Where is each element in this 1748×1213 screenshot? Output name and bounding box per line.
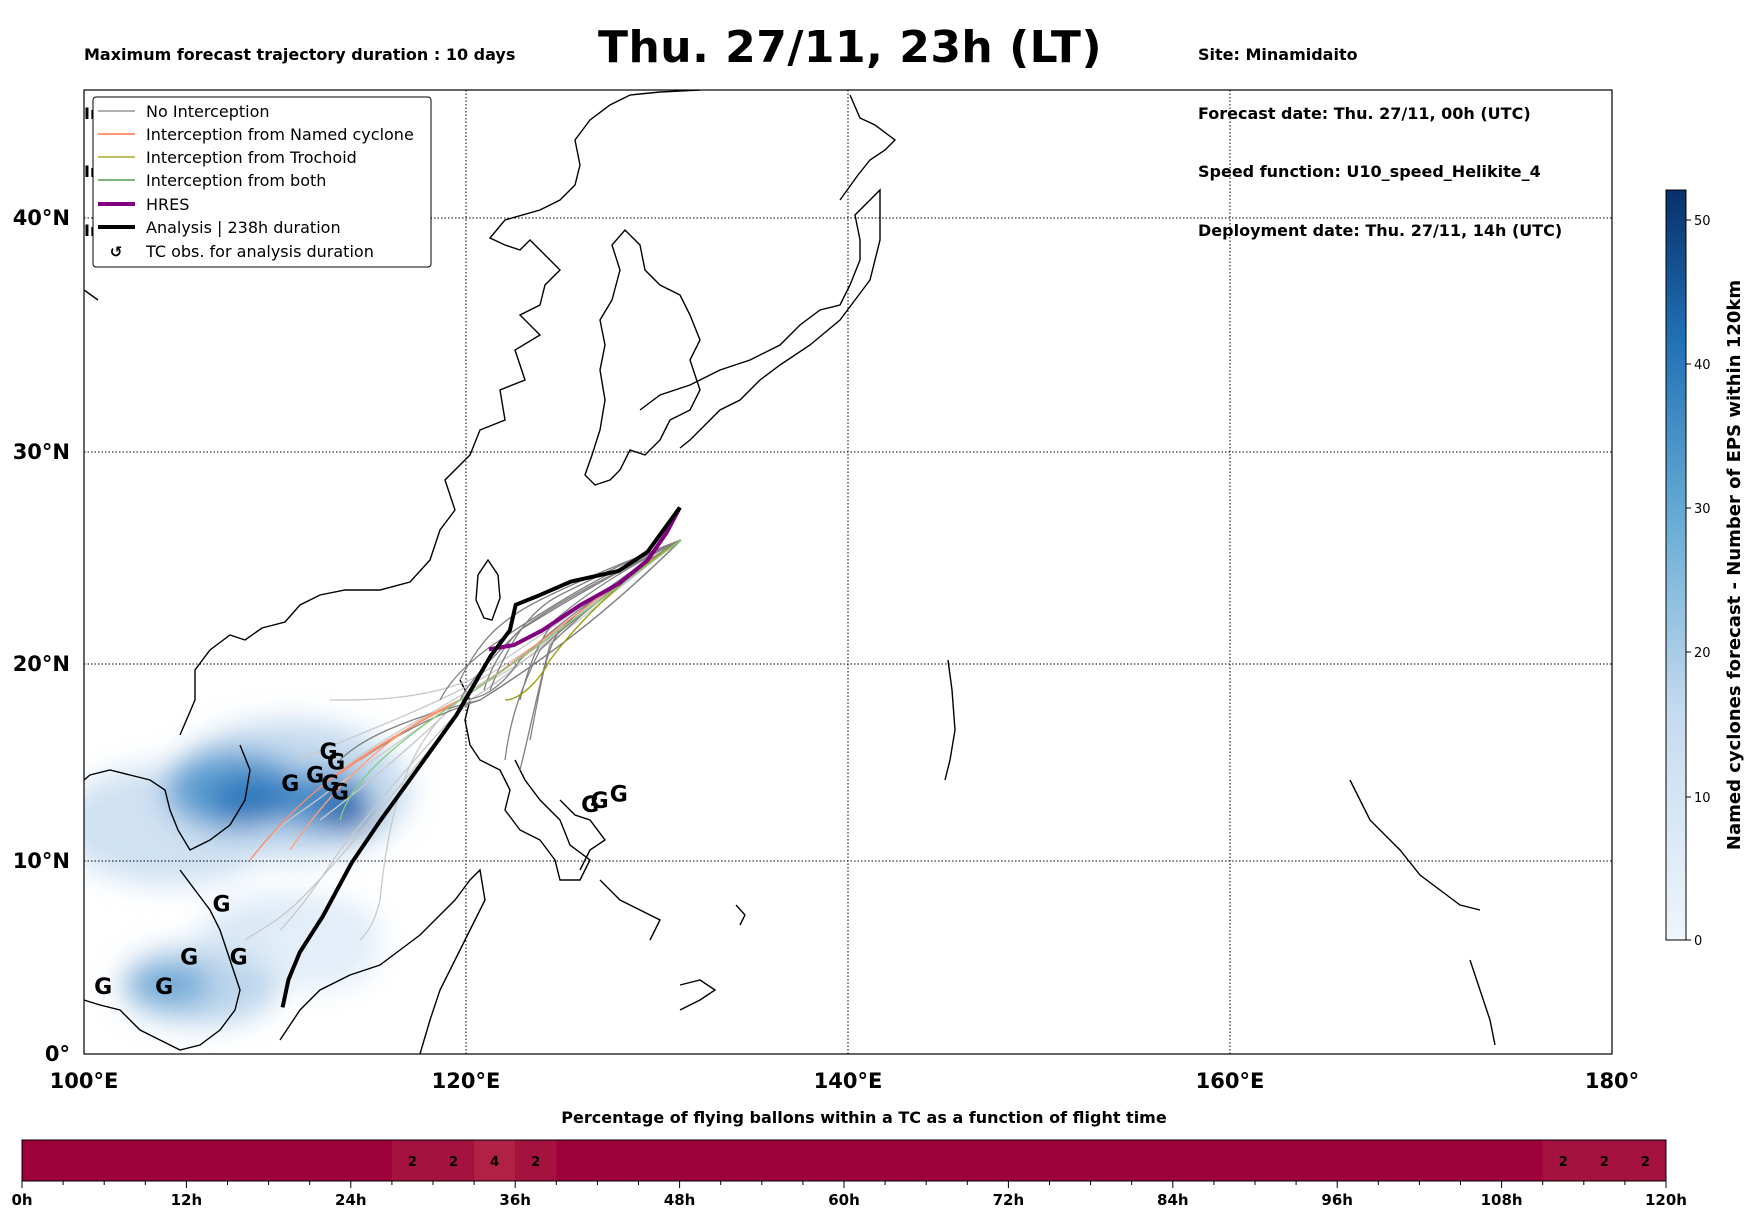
- legend-label: TC obs. for analysis duration: [145, 242, 374, 261]
- legend-label: No Interception: [146, 102, 270, 121]
- eps-density-field: [84, 720, 410, 1025]
- colorbar: 0 10 20 30 40 50 Named cyclones forecast…: [1665, 189, 1745, 949]
- time-bar-cell-label: 2: [1641, 1155, 1650, 1170]
- time-bar-tick-label: 24h: [335, 1191, 367, 1209]
- hres-trajectory: [488, 506, 682, 652]
- tc-obs-marker: G: [321, 772, 339, 797]
- tc-obs-marker: G: [327, 751, 345, 776]
- legend-item: Analysis | 238h duration: [98, 218, 341, 237]
- header-right-line: Forecast date: Thu. 27/11, 00h (UTC): [1198, 103, 1531, 123]
- y-tick-label: 30°N: [13, 440, 70, 464]
- legend-label: Interception from both: [146, 171, 326, 190]
- tc-obs-marker: G: [180, 946, 198, 971]
- legend-box: [92, 96, 432, 268]
- grid-lines: [84, 90, 1612, 1054]
- legend-item: Interception from Named cyclone: [98, 125, 414, 144]
- time-bar-tick-label: 60h: [828, 1191, 860, 1209]
- time-bar-cells: 2 2 4 2 2 2 2: [391, 1140, 1666, 1181]
- legend-label: Interception from Trochoid: [146, 148, 357, 167]
- header-right-line: Site: Minamidaito: [1198, 45, 1358, 64]
- y-tick-label: 10°N: [13, 849, 70, 873]
- legend-item: Interception from both: [98, 171, 326, 190]
- colorbar-tick-label: 40: [1694, 358, 1711, 373]
- legend-item: No Interception: [98, 102, 270, 121]
- legend-item: ↺ TC obs. for analysis duration: [110, 242, 374, 261]
- header-left-line: Maximum forecast trajectory duration : 1…: [84, 45, 516, 64]
- y-tick-label: 0°: [45, 1042, 70, 1066]
- time-bar-cell: [391, 1140, 433, 1181]
- time-bar-cell-label: 4: [490, 1155, 499, 1170]
- colorbar-ticks: 0 10 20 30 40 50: [1686, 214, 1711, 949]
- time-heatmap: 2 2 4 2 2 2 2 0h 12h 24h 36h 48h 60h 72h 84h 96h 108h 12…: [11, 1139, 1687, 1209]
- time-bar-tick-label: 72h: [993, 1191, 1025, 1209]
- analysis-trajectory: [280, 506, 682, 1008]
- legend-item: Interception from Trochoid: [98, 148, 357, 167]
- time-bar-background: [22, 1140, 1666, 1181]
- x-axis-ticks: 100°E 120°E 140°E 160°E 180°: [50, 1069, 1640, 1093]
- header-right-line: Deployment date: Thu. 27/11, 14h (UTC): [1198, 220, 1563, 240]
- header-right-line: Speed function: U10_speed_Helikite_4: [1198, 162, 1541, 181]
- legend-label: Interception from Named cyclone: [146, 125, 414, 144]
- time-bar-cell: [433, 1140, 475, 1181]
- tc-obs-marker: G: [281, 772, 299, 797]
- tc-obs-marker: G: [94, 975, 112, 1000]
- x-tick-label: 120°E: [432, 1069, 501, 1093]
- colorbar-label: Named cyclones forecast - Number of EPS …: [1724, 280, 1745, 850]
- time-bar-tick-label: 120h: [1645, 1191, 1687, 1209]
- time-bar-tick-label: 84h: [1157, 1191, 1189, 1209]
- x-tick-label: 160°E: [1196, 1069, 1265, 1093]
- time-bar-cell-label: 2: [408, 1155, 417, 1170]
- colorbar-tick-label: 20: [1694, 646, 1711, 661]
- legend-label: HRES: [146, 195, 189, 214]
- legend-item: HRES: [98, 195, 189, 214]
- time-bar-cell: [474, 1140, 516, 1181]
- tc-obs-marker: G: [212, 893, 230, 918]
- chart-title: Thu. 27/11, 23h (LT): [597, 22, 1103, 73]
- x-tick-label: 180°: [1585, 1069, 1639, 1093]
- time-bar-cell: [1542, 1140, 1584, 1181]
- y-tick-label: 20°N: [13, 652, 70, 676]
- tc-obs-marker: G: [591, 789, 609, 814]
- time-bar-cell-label: 2: [1600, 1155, 1609, 1170]
- plot-frame: [83, 89, 1613, 1055]
- time-bar-tick-label: 36h: [499, 1191, 531, 1209]
- time-bar-title: Percentage of flying ballons within a TC…: [561, 1108, 1167, 1127]
- colorbar-tick-label: 50: [1694, 214, 1711, 229]
- time-bar-tick-label: 108h: [1481, 1191, 1523, 1209]
- time-bar-cell: [1624, 1140, 1666, 1181]
- coastlines: [84, 90, 1496, 1054]
- time-bar-tick-label: 12h: [171, 1191, 203, 1209]
- time-bar-cell-label: 2: [1559, 1155, 1568, 1170]
- time-bar-tick-label: 0h: [11, 1191, 32, 1209]
- time-bar-cell-label: 2: [449, 1155, 458, 1170]
- y-tick-label: 40°N: [13, 206, 70, 230]
- tc-obs-marker: G: [319, 740, 337, 765]
- time-bar-cell-label: 2: [531, 1155, 540, 1170]
- tc-obs-marker: G: [155, 975, 173, 1000]
- cyclone-symbol-icon: ↺: [110, 243, 123, 261]
- colorbar-gradient: [1665, 189, 1687, 941]
- legend: No Interception Interception from Named …: [92, 96, 432, 268]
- y-axis-ticks: 0° 10°N 20°N 30°N 40°N: [13, 206, 70, 1066]
- colorbar-tick-label: 0: [1694, 934, 1702, 949]
- time-bar-cell: [1583, 1140, 1625, 1181]
- tc-obs-marker: G: [230, 946, 248, 971]
- time-bar-cell: [515, 1140, 557, 1181]
- tc-obs-marker: G: [581, 793, 599, 818]
- colorbar-tick-label: 30: [1694, 502, 1711, 517]
- time-bar-tick-label: 48h: [664, 1191, 696, 1209]
- header-right-block: Site: Minamidaito Forecast date: Thu. 27…: [1198, 6, 1562, 260]
- time-bar-ticks: 0h 12h 24h 36h 48h 60h 72h 84h 96h 108h 120h: [11, 1181, 1687, 1209]
- tc-obs-marker: G: [306, 763, 324, 788]
- colorbar-tick-label: 10: [1694, 791, 1711, 806]
- tc-obs-marker: G: [610, 782, 628, 807]
- legend-label: Analysis | 238h duration: [146, 218, 341, 237]
- x-tick-label: 100°E: [50, 1069, 119, 1093]
- tc-obs-marker: G: [331, 780, 349, 805]
- x-tick-label: 140°E: [814, 1069, 883, 1093]
- time-bar-tick-label: 96h: [1321, 1191, 1353, 1209]
